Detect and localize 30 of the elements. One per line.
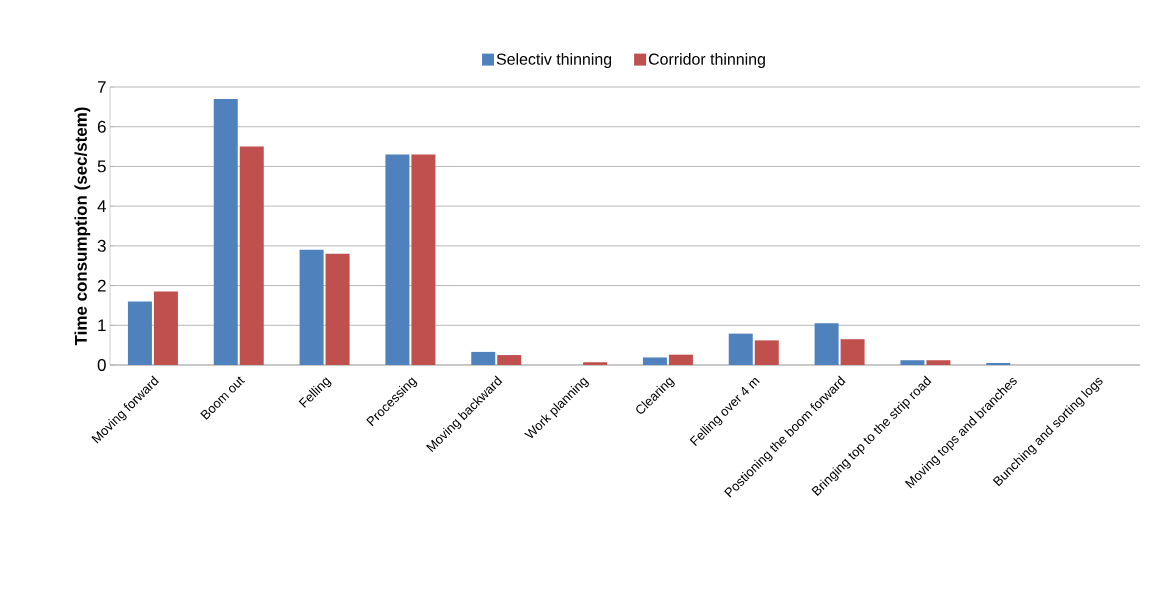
bar bbox=[642, 357, 667, 365]
bar bbox=[471, 351, 496, 365]
y-tick-label: 6 bbox=[97, 120, 106, 133]
legend-label: Corridor thinning bbox=[648, 53, 765, 68]
bar bbox=[153, 291, 178, 365]
bar bbox=[213, 98, 238, 365]
y-tick-label: 2 bbox=[97, 279, 106, 292]
y-tick-label: 5 bbox=[97, 160, 106, 173]
bar bbox=[814, 323, 839, 365]
bar bbox=[411, 154, 436, 365]
y-tick-label: 7 bbox=[97, 81, 106, 93]
bar bbox=[583, 362, 608, 365]
bar bbox=[900, 360, 925, 365]
bar bbox=[325, 253, 350, 365]
bar bbox=[668, 354, 693, 365]
bar bbox=[239, 146, 264, 365]
bar bbox=[127, 301, 152, 365]
y-tick-label: 1 bbox=[98, 319, 106, 332]
bar bbox=[926, 360, 951, 365]
y-tick-label: 0 bbox=[97, 359, 106, 371]
bar bbox=[497, 355, 522, 365]
bar bbox=[385, 154, 410, 365]
y-tick-label: 3 bbox=[97, 239, 106, 252]
bar bbox=[299, 249, 324, 365]
bar bbox=[840, 339, 865, 365]
bar bbox=[754, 340, 779, 365]
bar bbox=[728, 333, 753, 365]
y-tick-label: 4 bbox=[97, 200, 106, 212]
y-axis-title: Time consumption (sec/stem) bbox=[74, 107, 91, 346]
legend-label: Selectiv thinning bbox=[496, 53, 612, 68]
